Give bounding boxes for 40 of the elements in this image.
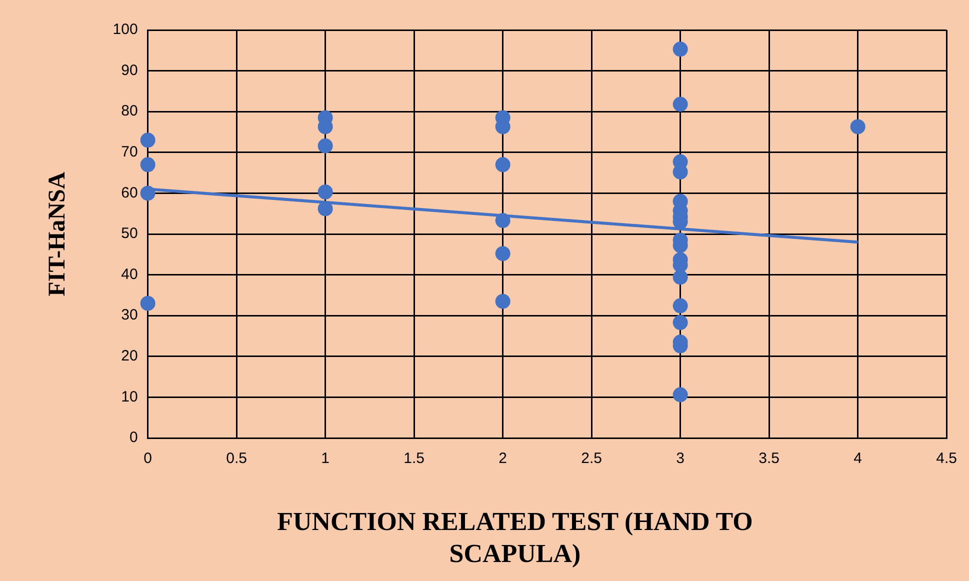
x-axis-title: FUNCTION RELATED TEST (HAND TO SCAPULA) [276,506,754,570]
point [672,42,688,57]
point [140,296,156,311]
point [672,387,688,402]
point [140,157,156,172]
y-tick-label: 0 [129,429,138,446]
x-tick-label: 3 [676,450,684,468]
y-tick-label: 60 [121,184,138,202]
y-tick-label: 70 [121,144,138,161]
point [672,298,688,314]
y-axis-title: FIT-HaNSA [44,171,71,296]
point [850,119,866,134]
x-tick-label: 2 [498,450,507,468]
point [495,246,510,262]
point [672,270,688,285]
y-tick-label: 50 [121,225,138,242]
y-tick-label: 80 [121,102,138,120]
point [140,186,156,201]
x-tick-label: 4.5 [936,450,958,468]
x-tick-label: 0 [144,450,152,468]
point [318,138,333,154]
x-tick-label: 1.5 [404,450,425,468]
x-tick-label: 2.5 [581,450,602,468]
point [672,315,688,330]
y-tick-label: 10 [121,388,138,406]
y-tick-label: 40 [121,266,138,283]
y-tick-label: 90 [121,62,138,79]
point [495,157,510,172]
y-tick-label: 100 [112,21,138,38]
x-tick-label: 4 [854,450,862,468]
point [318,184,333,200]
point [672,96,688,112]
y-tick-label: 20 [121,348,138,365]
point [495,294,510,309]
x-tick-label: 0.5 [226,450,248,468]
point [140,132,156,148]
x-tick-label: 3.5 [758,450,780,468]
point [495,213,510,228]
y-tick-label: 30 [121,306,138,324]
x-tick-label: 1 [321,450,330,468]
